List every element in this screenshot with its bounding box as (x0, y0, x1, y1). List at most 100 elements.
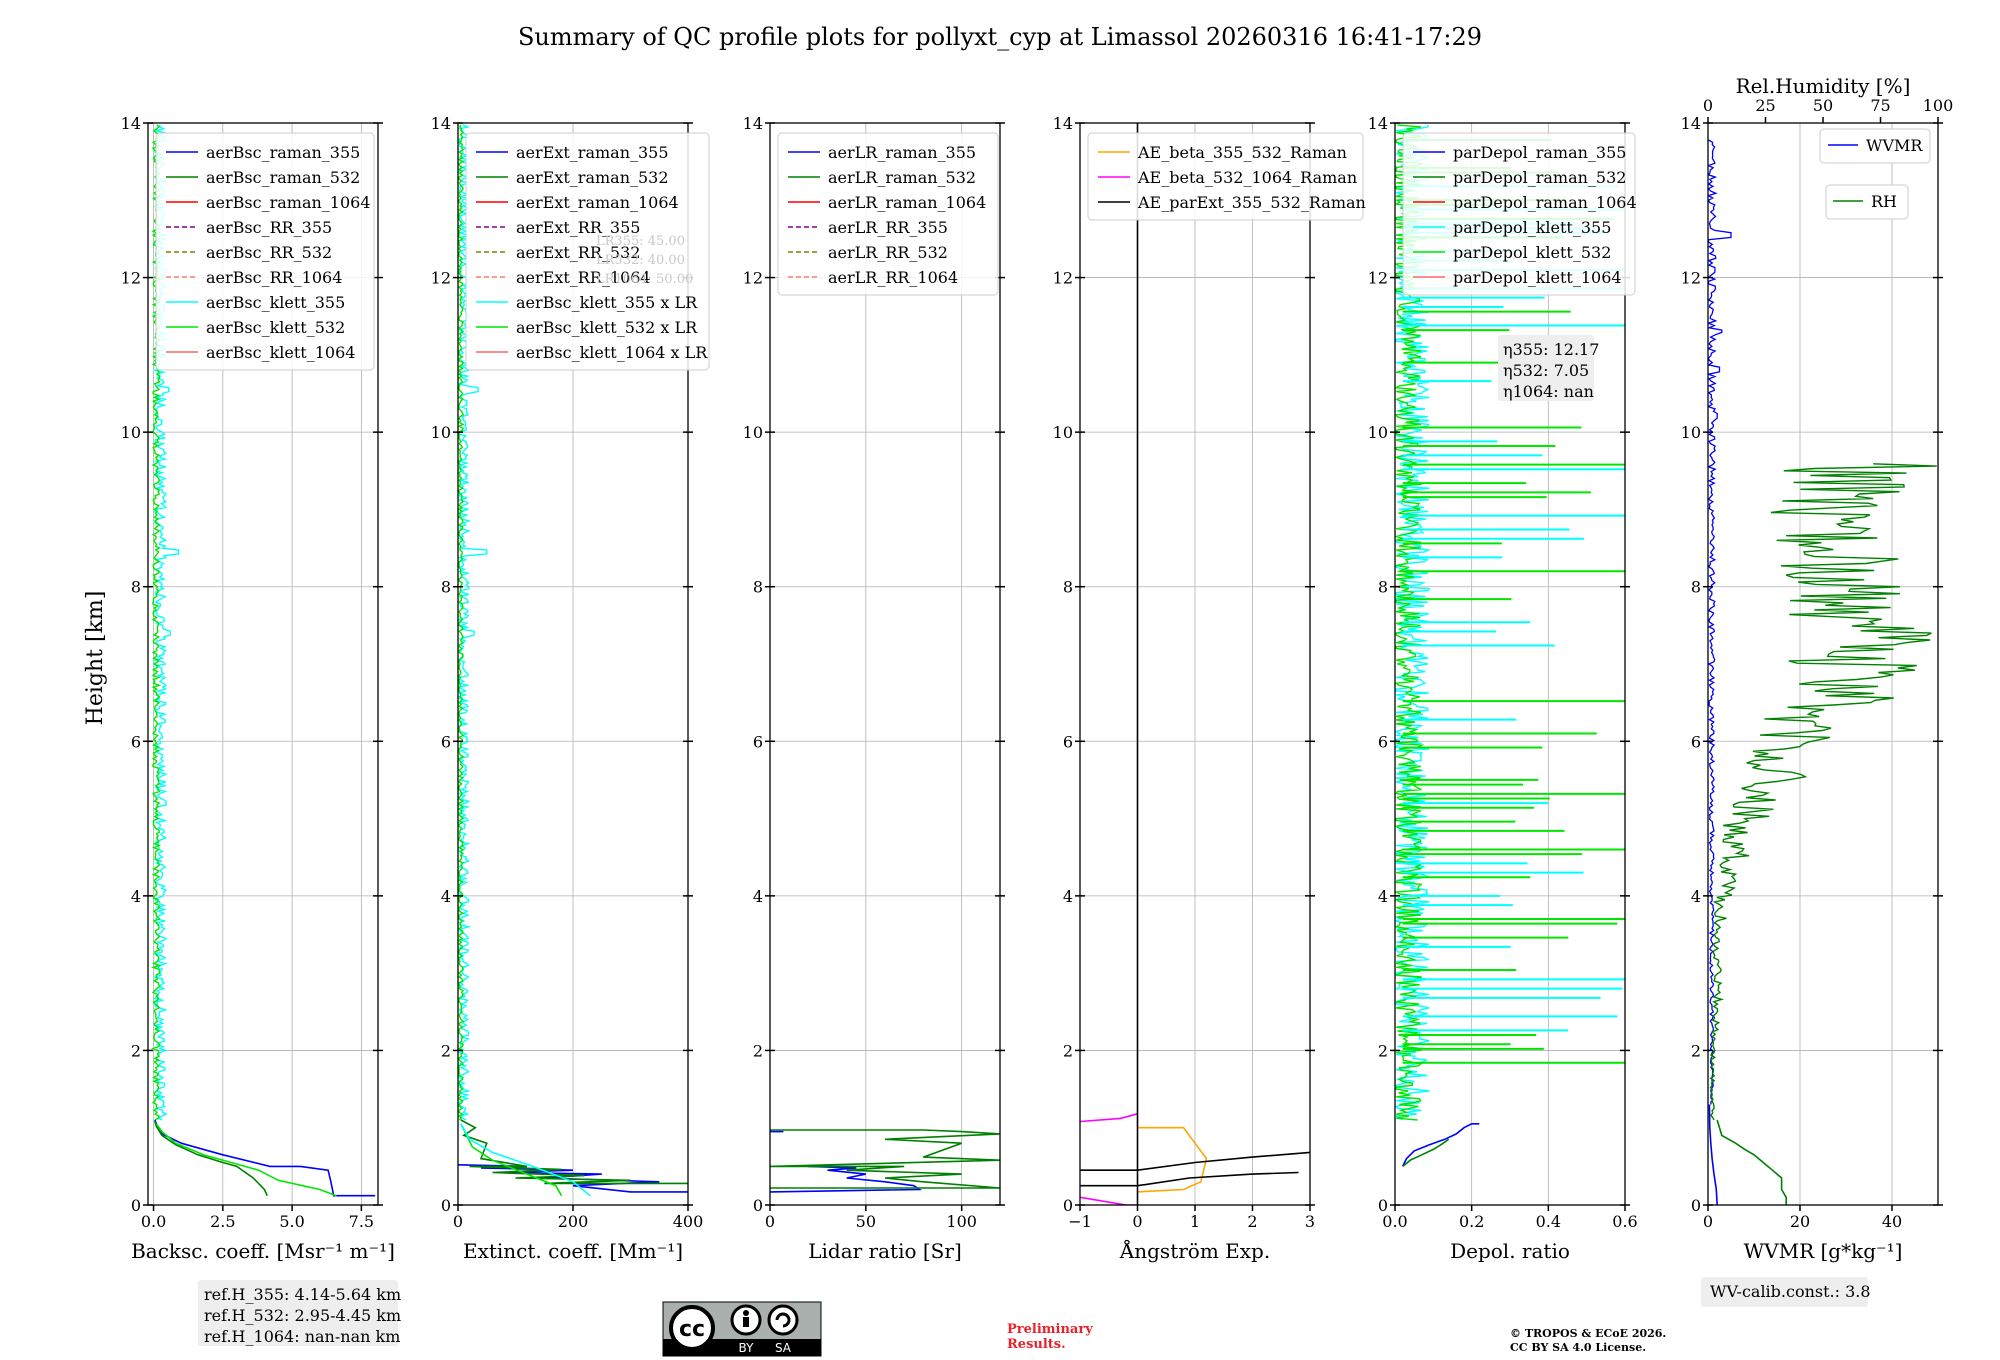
panel-depol: 0 2 4 6 8 10 12 14 0.0 0.2 0.4 0.6 Depol. ratio parDe… (1368, 114, 1638, 1263)
y-tick-label: 14 (743, 114, 763, 133)
legend-label: parDepol_raman_1064 (1453, 193, 1637, 212)
legend-angstrom: AE_beta_355_532_Raman AE_beta_532_1064_Ra… (1087, 132, 1366, 221)
y-tick-label: 0 (1691, 1196, 1701, 1215)
y-tick-label: 4 (441, 887, 451, 906)
x-tick-label: 1 (1190, 1212, 1200, 1231)
legend-label: aerLR_raman_1064 (828, 193, 986, 212)
plot-area-lidar_ratio (770, 1129, 1000, 1193)
eta-box: η355: 12.17 η532: 7.05 η1064: nan (1498, 335, 1599, 401)
y-tick-label: 2 (1063, 1041, 1073, 1060)
top-x-tick-label: 100 (1923, 96, 1954, 115)
legend-label: aerBsc_klett_355 (206, 293, 345, 312)
y-tick-label: 10 (431, 423, 451, 442)
legend-label: aerBsc_klett_1064 x LR (516, 343, 708, 362)
preliminary-line2: Results. (1007, 1337, 1066, 1352)
legend-label: aerExt_raman_1064 (516, 193, 679, 212)
legend-label: parDepol_klett_355 (1453, 218, 1611, 237)
top-x-tick-label: 75 (1870, 96, 1890, 115)
wv-calib-box: WV-calib.const.: 3.8 (1701, 1277, 1871, 1307)
y-tick-label: 4 (1691, 887, 1701, 906)
y-tick-label: 0 (753, 1196, 763, 1215)
legend-label: aerLR_RR_355 (828, 218, 948, 237)
x-tick-label: 0 (453, 1212, 463, 1231)
x-axis-label-extinction: Extinct. coeff. [Mm⁻¹] (463, 1239, 683, 1263)
series-aerLR_raman_532 (770, 1129, 1000, 1189)
series-aerBsc_raman_532 (154, 1121, 268, 1197)
legend-label: aerExt_RR_1064 (516, 268, 651, 287)
y-tick-label: 12 (1053, 269, 1073, 288)
plot-area-extinction (458, 124, 688, 1197)
y-tick-label: 6 (753, 732, 763, 751)
lr-annotation: LR532: 40.00 (596, 253, 685, 268)
panel-backscatter: 0 2 4 6 8 10 12 14 0.0 2.5 5.0 7.5 Backsc. coeff. [M… (121, 114, 401, 1346)
legend-box (155, 132, 375, 371)
y-tick-label: 12 (743, 269, 763, 288)
legend-label: aerBsc_RR_532 (206, 243, 332, 262)
ref-height-box: ref.H_355: 4.14-5.64 km ref.H_532: 2.95-4… (198, 1280, 401, 1346)
y-tick-label: 0 (1063, 1196, 1073, 1215)
x-tick-label: 50 (856, 1212, 876, 1231)
legend-label: aerLR_raman_532 (828, 168, 976, 187)
figure-title: Summary of QC profile plots for pollyxt_… (518, 23, 1482, 51)
sa-share-icon (767, 1304, 799, 1336)
legend-depol: parDepol_raman_355 parDepol_raman_532 parD… (1402, 132, 1637, 296)
x-tick-label: 2.5 (210, 1212, 235, 1231)
legend-lidar_ratio: aerLR_raman_355 aerLR_raman_532 aerLR_rama… (777, 132, 999, 296)
x-tick-label: 0 (1703, 1212, 1713, 1231)
cc-icon (669, 1305, 715, 1351)
y-tick-label: 8 (753, 578, 763, 597)
y-tick-label: 14 (1368, 114, 1388, 133)
x-tick-label: 0.6 (1612, 1212, 1637, 1231)
x-axis-label-wvmr: WVMR [g*kg⁻¹] (1744, 1239, 1903, 1263)
plot-area-angstrom (1080, 123, 1310, 1205)
legend-label: aerBsc_raman_1064 (206, 193, 371, 212)
top-x-axis-label: Rel.Humidity [%] (1736, 74, 1911, 98)
series-parDepol_raman_532 (1402, 1138, 1450, 1168)
y-tick-label: 6 (131, 732, 141, 751)
x-axis-label-lidar_ratio: Lidar ratio [Sr] (808, 1239, 962, 1263)
x-tick-label: 200 (558, 1212, 589, 1231)
x-tick-label: 5.0 (279, 1212, 304, 1231)
x-tick-label: 0.4 (1536, 1212, 1561, 1231)
y-tick-label: 8 (441, 578, 451, 597)
series-aerBsc_raman_355 (154, 1119, 376, 1197)
y-tick-label: 2 (131, 1041, 141, 1060)
axes-frame-depol (1394, 122, 1626, 1206)
y-tick-label: 2 (1378, 1041, 1388, 1060)
lr-annotation: LR1064: 50.00 (596, 272, 693, 287)
legend-box (777, 132, 999, 296)
x-tick-label: 2 (1247, 1212, 1257, 1231)
y-axis-label: Height [km] (83, 591, 108, 726)
x-tick-label: −1 (1068, 1212, 1092, 1231)
legend-label: RH (1871, 192, 1897, 211)
x-tick-label: 0.0 (141, 1212, 166, 1231)
y-tick-label: 12 (121, 269, 141, 288)
y-tick-label: 2 (753, 1041, 763, 1060)
y-tick-label: 2 (441, 1041, 451, 1060)
legend-label: aerExt_raman_355 (516, 143, 669, 162)
series-AE_beta_532_1064_Raman (1080, 1196, 1138, 1205)
legend-label: aerBsc_klett_1064 (206, 343, 355, 362)
y-tick-label: 14 (1053, 114, 1073, 133)
y-tick-label: 14 (121, 114, 141, 133)
top-x-tick-label: 25 (1755, 96, 1775, 115)
y-tick-label: 6 (1378, 732, 1388, 751)
series-RH-profile (1709, 463, 1937, 1121)
y-tick-label: 10 (1368, 423, 1388, 442)
copyright-line2: CC BY SA 4.0 License. (1510, 1341, 1646, 1354)
x-tick-label: 0.2 (1459, 1212, 1484, 1231)
y-tick-label: 12 (1681, 269, 1701, 288)
legend-label: aerBsc_klett_532 x LR (516, 318, 698, 337)
y-tick-label: 12 (431, 269, 451, 288)
series-RH_low (1716, 1119, 1787, 1205)
legend-label: aerBsc_klett_355 x LR (516, 293, 698, 312)
series-AE_beta_355_532_Raman (1137, 1126, 1208, 1193)
legend-box (465, 132, 710, 371)
y-tick-label: 14 (431, 114, 451, 133)
legend-label: parDepol_raman_532 (1453, 168, 1626, 187)
series-AE_parExt_355_532_Raman_b (1080, 1151, 1310, 1171)
